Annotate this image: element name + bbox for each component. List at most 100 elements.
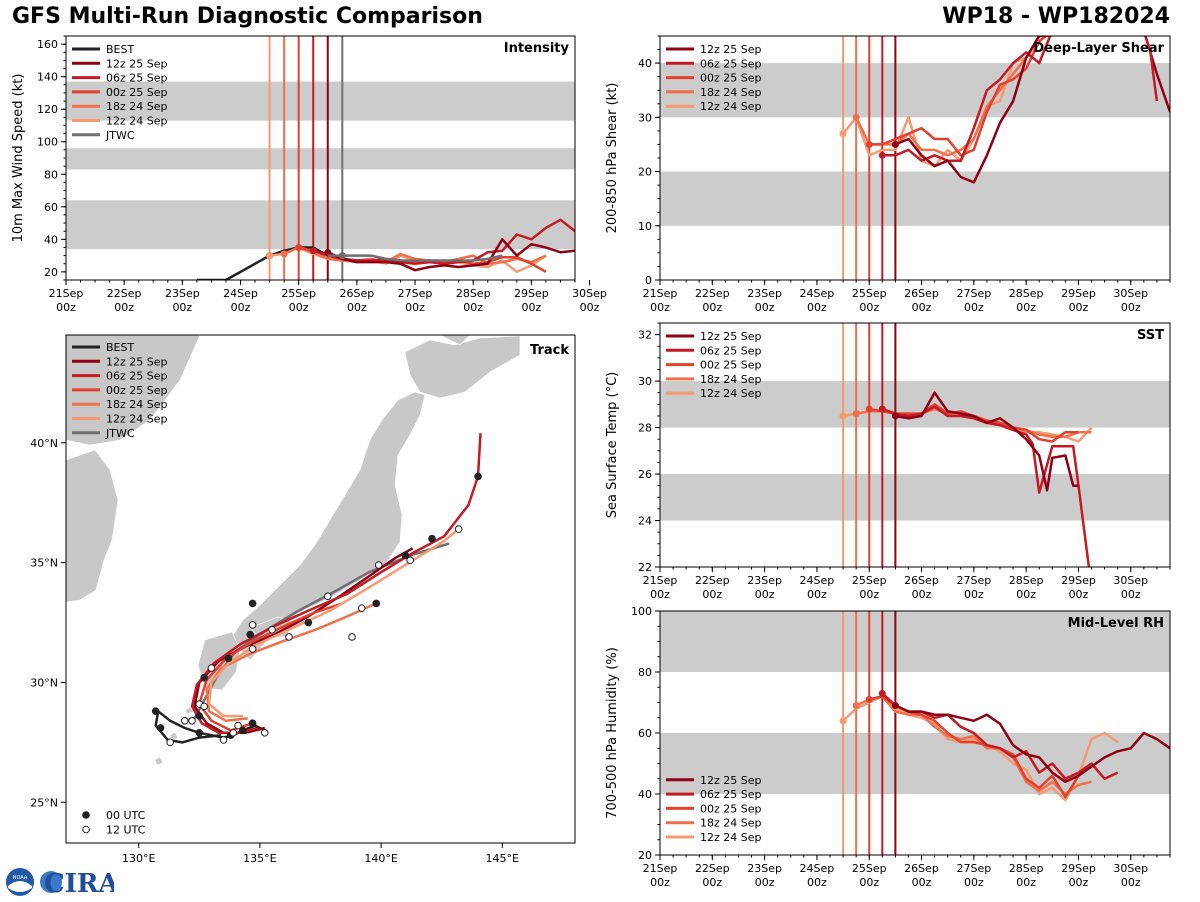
x-tick-label: 00z — [289, 301, 309, 314]
intensity-plot-area — [66, 36, 575, 280]
x-tick-label: 00z — [859, 876, 879, 889]
track-marker-00utc — [200, 673, 208, 682]
land-mass — [169, 731, 179, 741]
track-marker-12utc — [234, 721, 242, 730]
legend-label: 06z 25 Sep — [700, 57, 762, 70]
x-tick-label: 27Sep — [956, 287, 991, 300]
x-tick-label: 28Sep — [1009, 287, 1044, 300]
init-marker — [865, 695, 873, 703]
page-title: GFS Multi-Run Diagnostic Comparison — [12, 4, 483, 29]
track-marker-12utc — [323, 592, 332, 600]
x-tick-label: 27Sep — [956, 862, 991, 875]
track-marker-12utc — [285, 633, 293, 641]
sst-panel: 22242628303221Sep00z22Sep00z23Sep00z24Se… — [605, 322, 1171, 601]
x-tick-label: 00z — [1121, 588, 1141, 601]
x-tick-label: 00z — [1016, 876, 1036, 889]
track-marker-12utc — [406, 556, 414, 565]
y-tick-label: 40 — [44, 233, 58, 246]
init-marker — [865, 405, 873, 413]
series-line — [196, 246, 329, 280]
track-marker-00utc — [248, 599, 257, 608]
threshold-band — [660, 611, 1170, 672]
x-tick-label: 00z — [964, 588, 984, 601]
legend-label: 12z 25 Sep — [700, 330, 762, 343]
x-tick-label: 00z — [405, 301, 425, 314]
legend-label: 00z 25 Sep — [106, 384, 168, 397]
legend-label: JTWC — [105, 427, 135, 440]
panel-title: Intensity — [504, 41, 570, 56]
storm-id: WP18 - WP182024 — [942, 4, 1170, 29]
legend-label: 06z 25 Sep — [106, 370, 168, 383]
y-axis-label: 200-850 hPa Shear (kt) — [605, 83, 620, 234]
x-tick-label: 00z — [347, 301, 367, 314]
shear-plot-area — [660, 36, 1170, 280]
y-tick-label: 100 — [37, 136, 58, 149]
x-tick-label: 26Sep — [904, 287, 939, 300]
track-marker-12utc — [248, 645, 257, 653]
x-tick-label: 24Sep — [800, 862, 835, 875]
x-tick-label: 00z — [807, 301, 827, 314]
legend-label: BEST — [106, 43, 134, 56]
y-tick-label: 100 — [631, 605, 652, 618]
track-marker-12utc — [200, 702, 208, 711]
land-mass — [66, 449, 119, 603]
init-marker — [280, 250, 288, 258]
series-line — [1144, 36, 1159, 102]
x-tick-label: 00z — [1121, 876, 1141, 889]
track-marker-00utc — [401, 551, 410, 560]
y-axis-label: Sea Surface Temp (°C) — [605, 372, 620, 519]
y-tick-label: 80 — [44, 168, 58, 181]
marker-legend-label: 12 UTC — [106, 824, 146, 837]
x-tick-label: 28Sep — [1009, 574, 1044, 587]
x-tick-label: 26Sep — [339, 287, 374, 300]
x-tick-label: 29Sep — [514, 287, 549, 300]
x-tick-label: 00z — [755, 876, 775, 889]
land-mass — [154, 756, 164, 766]
legend-label: 06z 25 Sep — [700, 788, 762, 801]
x-tick-label: 00z — [114, 301, 134, 314]
init-marker — [309, 247, 317, 255]
init-marker — [266, 252, 274, 260]
init-marker — [338, 252, 346, 260]
x-tick-label: 00z — [912, 876, 932, 889]
threshold-band — [66, 200, 575, 250]
x-tick-label: 24Sep — [800, 574, 835, 587]
x-tick-label: 00z — [859, 301, 879, 314]
x-tick-label: 00z — [172, 301, 192, 314]
marker-legend-swatch — [82, 811, 90, 819]
track-marker-12utc — [207, 664, 216, 672]
cira-logo: NOAA CIRA — [4, 866, 119, 899]
y-tick-label: 40 — [638, 788, 652, 801]
x-tick-label: 23Sep — [747, 574, 782, 587]
track-marker-12utc — [180, 716, 189, 725]
track-marker-00utc — [474, 472, 482, 481]
x-tick-label: 00z — [1016, 588, 1036, 601]
track-line — [205, 602, 377, 723]
threshold-band — [660, 171, 1170, 226]
init-marker — [324, 248, 332, 256]
y-tick-label: 30°N — [30, 676, 58, 689]
x-tick-label: 21Sep — [643, 862, 678, 875]
legend-label: 00z 25 Sep — [106, 86, 168, 99]
legend-label: 00z 25 Sep — [700, 72, 762, 85]
x-tick-label: 00z — [755, 301, 775, 314]
noaa-wave-icon — [8, 881, 32, 892]
noaa-badge-text: NOAA — [13, 875, 28, 881]
marker-legend-label: 00 UTC — [106, 809, 146, 822]
init-marker — [878, 405, 886, 413]
track-marker-00utc — [239, 726, 247, 735]
x-tick-label: 26Sep — [904, 574, 939, 587]
init-marker — [891, 412, 899, 420]
threshold-band — [660, 474, 1170, 521]
x-tick-label: 00z — [964, 301, 984, 314]
sst-plot-area — [660, 323, 1170, 567]
legend-label: BEST — [106, 341, 134, 354]
panel-title: Mid-Level RH — [1068, 616, 1164, 631]
x-tick-label: 29Sep — [1061, 862, 1096, 875]
legend-label: 12z 25 Sep — [700, 774, 762, 787]
land-mass — [404, 335, 521, 399]
legend-label: 12z 25 Sep — [106, 355, 168, 368]
init-marker — [878, 689, 886, 697]
x-tick-label: 29Sep — [1061, 574, 1096, 587]
panel-title: Track — [530, 343, 569, 358]
